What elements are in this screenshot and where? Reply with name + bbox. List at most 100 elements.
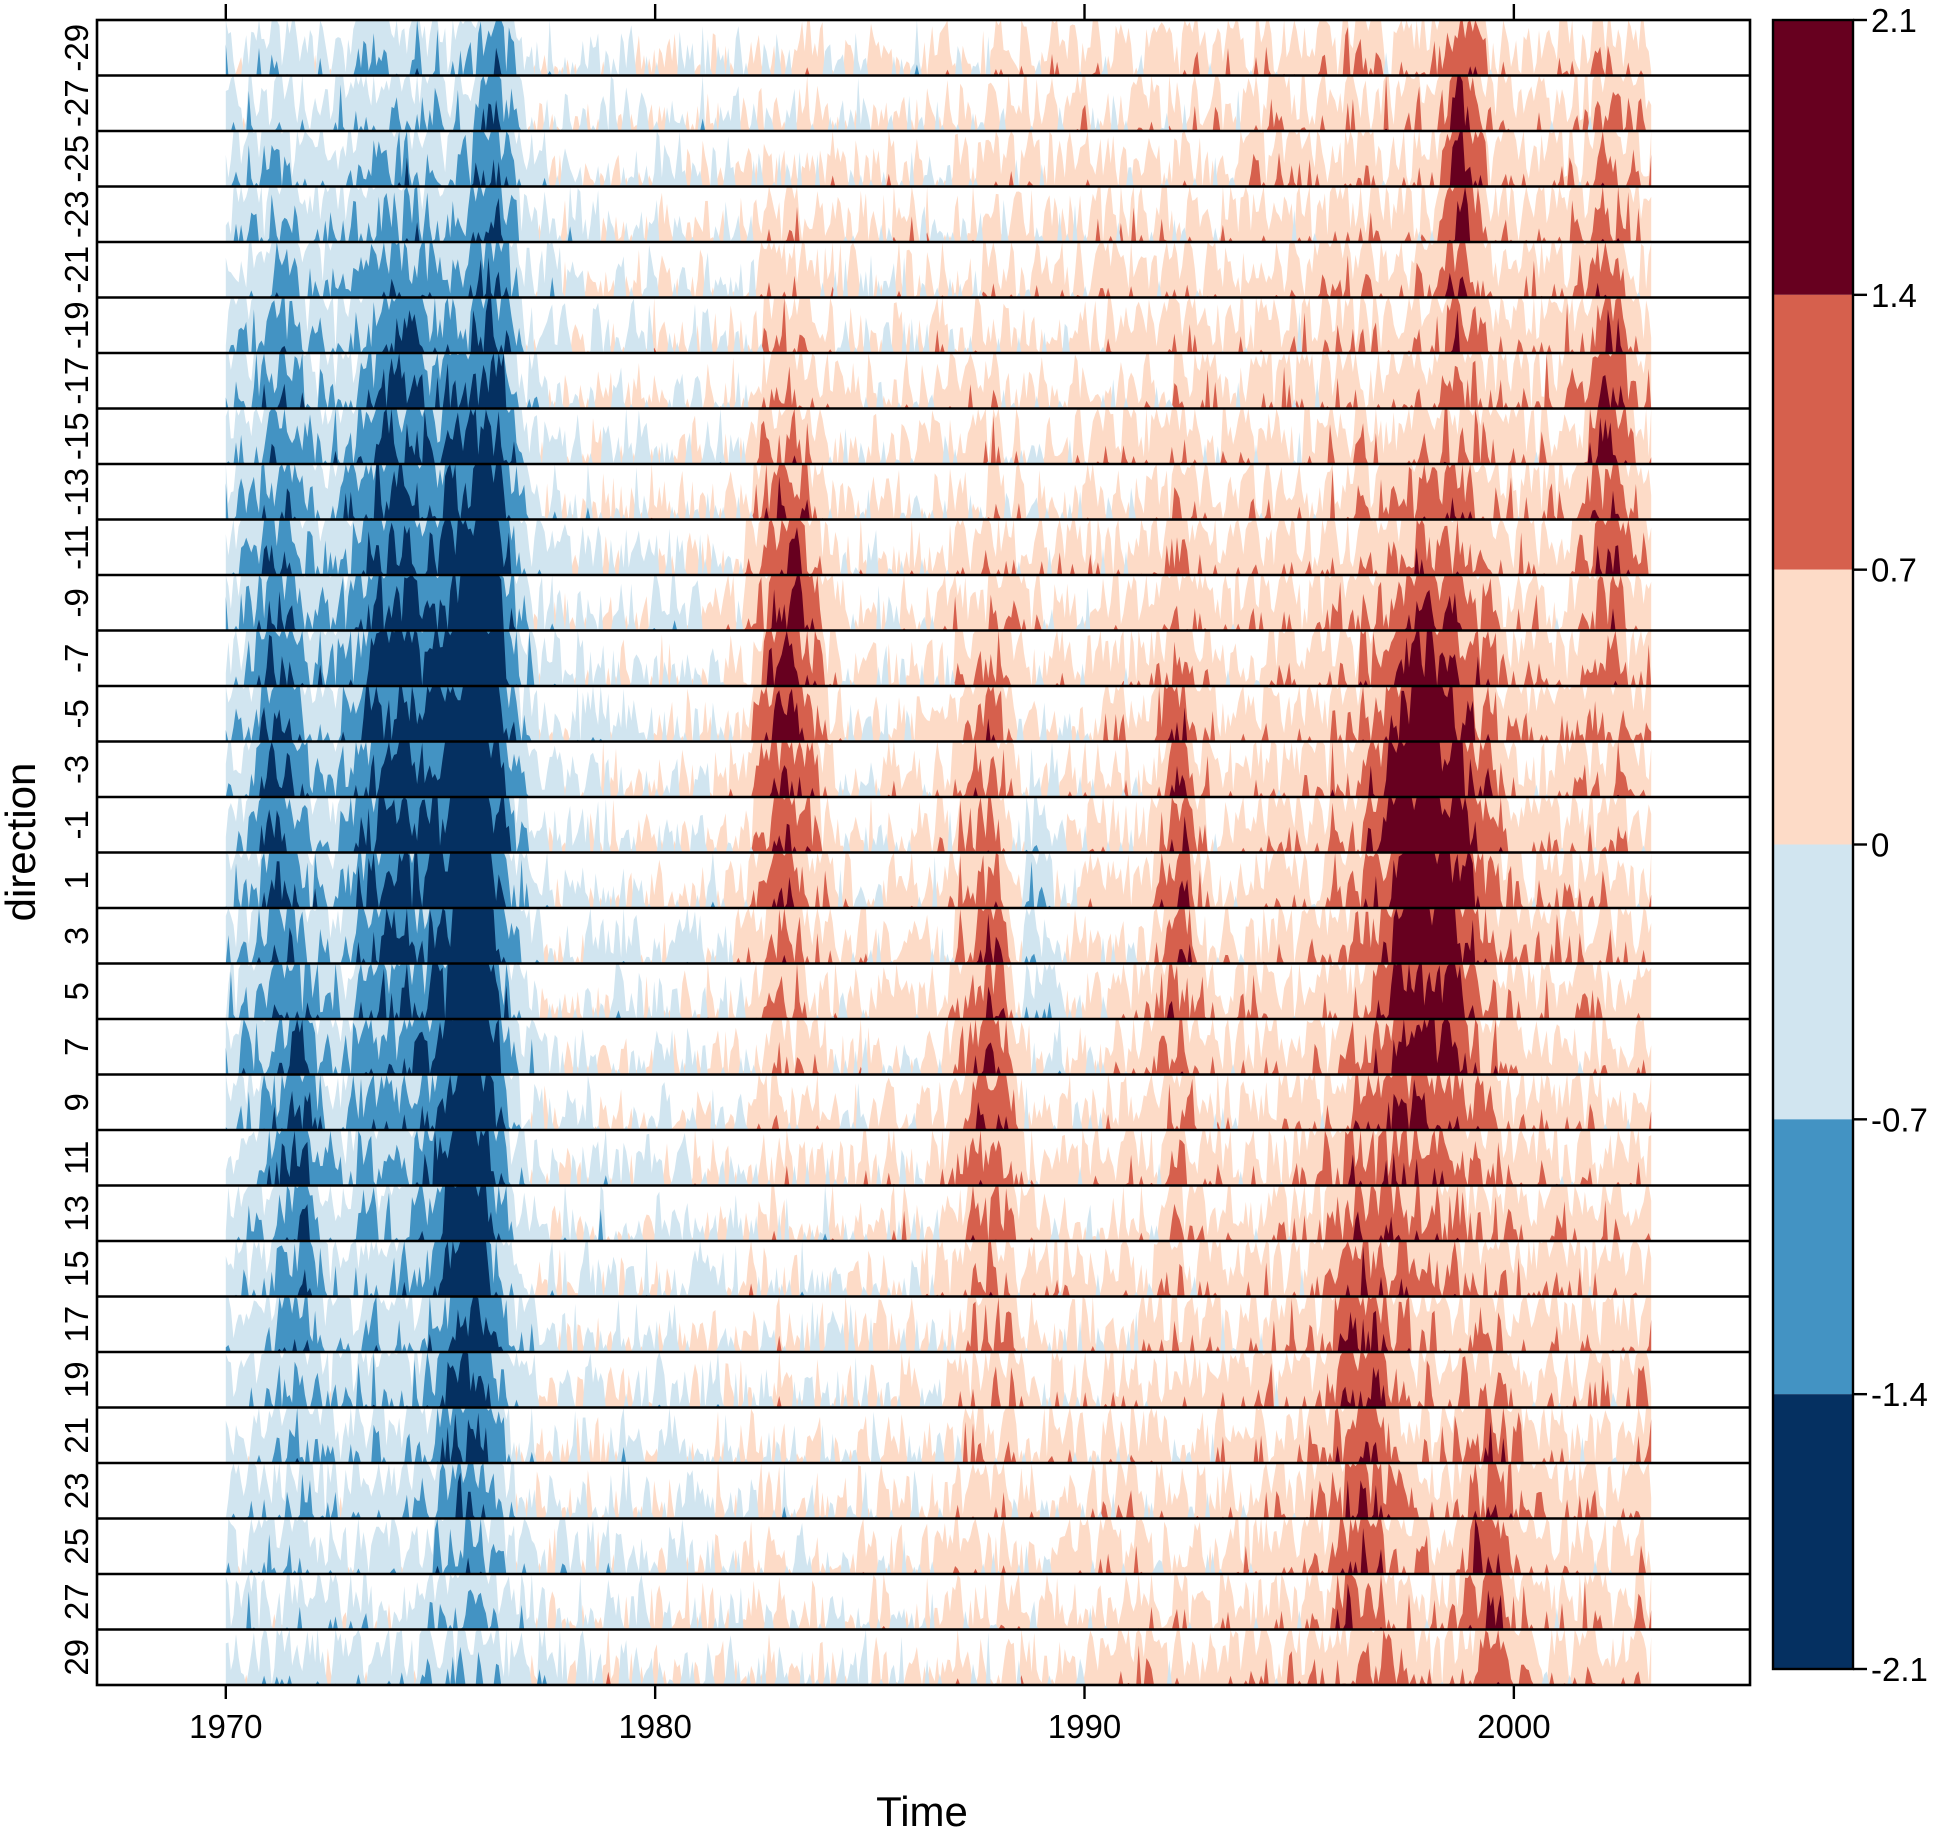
panel-border [95, 18, 1752, 1687]
horizon-band [225, 297, 1652, 353]
horizon-band [225, 1629, 1652, 1685]
legend-swatch [1773, 20, 1853, 295]
horizon-band [225, 75, 1652, 131]
horizon-band [225, 1463, 1652, 1519]
y-tick-label: 11 [58, 1141, 95, 1175]
horizon-band [225, 1019, 1652, 1075]
horizon-band [225, 242, 1652, 298]
horizon-band [225, 75, 1652, 131]
horizon-band [225, 186, 1652, 242]
horizon-strip [225, 575, 1652, 631]
horizon-band [225, 1074, 1652, 1130]
y-tick-label: -23 [58, 190, 95, 238]
horizon-band [225, 1518, 1652, 1574]
horizon-strip [225, 1629, 1652, 1685]
horizon-band [225, 575, 1652, 631]
y-tick-label: 21 [58, 1417, 95, 1454]
horizon-strip [225, 1074, 1652, 1130]
horizon-band [225, 186, 1652, 242]
horizon-band [225, 741, 1652, 797]
horizon-band [225, 797, 1652, 853]
horizon-strip [225, 1407, 1652, 1463]
legend-tick-label: 0.7 [1871, 552, 1917, 589]
horizon-band [225, 1074, 1652, 1130]
horizon-strip [225, 1518, 1652, 1574]
y-tick-label: 23 [58, 1472, 95, 1509]
horizon-band [225, 852, 1652, 908]
horizon-band [225, 519, 1652, 575]
horizon-band [225, 1629, 1652, 1685]
horizon-band [225, 519, 1652, 575]
horizon-band [225, 242, 1652, 298]
horizon-strip [225, 242, 1652, 298]
horizon-band [225, 1463, 1652, 1519]
y-tick-label: 1 [58, 871, 95, 889]
y-tick-label: 29 [58, 1639, 95, 1676]
horizon-band [225, 131, 1652, 187]
horizon-band [225, 797, 1652, 853]
horizon-band [225, 464, 1652, 520]
horizon-band [225, 1574, 1652, 1630]
horizon-band [225, 1421, 1652, 1463]
y-tick-label: -9 [58, 588, 95, 617]
horizon-band [225, 131, 1652, 187]
horizon-band [225, 741, 1652, 797]
legend-tick-label: -1.4 [1871, 1376, 1928, 1413]
horizon-strip [225, 908, 1652, 964]
legend-tick-label: 0 [1871, 827, 1889, 864]
y-tick-label: -21 [58, 246, 95, 294]
y-tick-label: 9 [58, 1093, 95, 1111]
horizon-band [225, 1130, 1652, 1186]
horizon-band [225, 908, 1652, 964]
horizon-band [225, 1074, 1652, 1130]
horizon-band [225, 1019, 1652, 1075]
horizon-strip [225, 1463, 1652, 1519]
y-tick-label: -29 [58, 24, 95, 72]
horizon-band [225, 297, 1652, 353]
color-legend: 2.1 1.4 0.7 0 -0.7 -1.4 -2.1 [1771, 2, 1928, 1688]
horizon-band [225, 963, 1652, 1019]
y-tick-label: -5 [58, 699, 95, 728]
horizon-strip [225, 1296, 1652, 1352]
horizon-band [225, 408, 1652, 464]
horizon-band [225, 1352, 1652, 1408]
horizon-strip [225, 20, 1652, 76]
y-tick-label: 17 [58, 1306, 95, 1343]
horizon-band [225, 1130, 1652, 1186]
horizon-band [225, 1019, 1652, 1075]
horizon-band [225, 1518, 1652, 1574]
y-tick-label: -25 [58, 135, 95, 183]
horizon-strip [225, 353, 1652, 409]
horizon-band [225, 1407, 1652, 1463]
y-tick-label: 19 [58, 1361, 95, 1398]
y-tick-label: -3 [58, 755, 95, 784]
horizon-band [225, 1019, 1652, 1075]
horizon-strip [225, 1352, 1652, 1408]
x-tick-label: 1970 [189, 1708, 262, 1745]
horizon-band [225, 908, 1652, 964]
legend-tick-label: -2.1 [1871, 1651, 1928, 1688]
horizon-strip [225, 408, 1652, 464]
horizon-strip [225, 1130, 1652, 1186]
horizon-band [225, 1352, 1652, 1408]
horizon-band [225, 686, 1652, 742]
panel-frame [95, 18, 1752, 1687]
horizon-strip [225, 741, 1652, 797]
y-tick-label: 13 [58, 1195, 95, 1232]
horizon-band [225, 1574, 1652, 1630]
horizon-band [225, 1407, 1652, 1463]
horizon-band [225, 686, 1652, 742]
horizon-band [225, 186, 1652, 242]
horizon-strips [225, 20, 1652, 1685]
legend-swatch [1773, 844, 1853, 1120]
horizon-band [225, 630, 1652, 686]
horizon-band [225, 1518, 1652, 1574]
horizon-band [225, 963, 1652, 1019]
horizon-band [225, 630, 1652, 686]
horizon-band [225, 464, 1652, 520]
x-axis-title: Time [876, 1788, 968, 1831]
horizon-band [225, 20, 1652, 76]
y-tick-label: -11 [58, 525, 95, 570]
horizon-band [225, 1241, 1652, 1297]
